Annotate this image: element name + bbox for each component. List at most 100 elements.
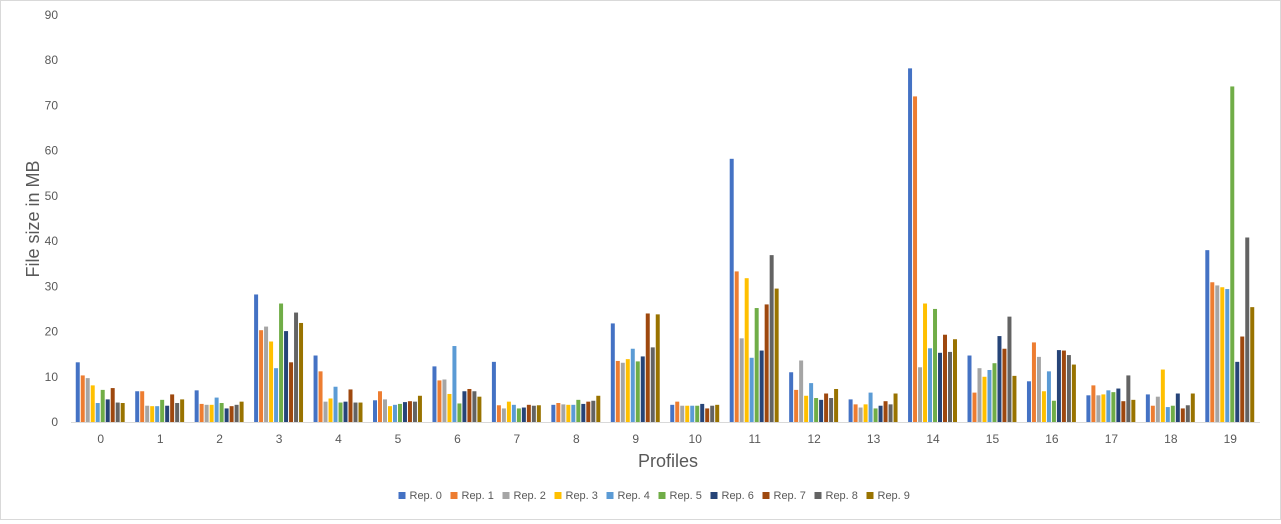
bar xyxy=(1007,316,1012,422)
bar xyxy=(729,158,734,422)
bar xyxy=(467,388,472,422)
bar xyxy=(284,331,289,422)
legend-swatch xyxy=(606,492,614,499)
bar xyxy=(294,312,299,422)
series-rep-2 xyxy=(85,285,1220,422)
bar xyxy=(407,401,412,422)
bar xyxy=(437,380,442,422)
bar xyxy=(630,348,635,422)
bar xyxy=(1170,405,1175,422)
bar xyxy=(774,288,779,422)
series-rep-7 xyxy=(110,304,1245,422)
legend: Rep. 0 Rep. 1 Rep. 2 Rep. 3 Rep. 4 Rep. 5 Rep.… xyxy=(398,490,910,502)
legend-swatch xyxy=(502,492,510,499)
bar xyxy=(477,396,482,422)
bar xyxy=(209,404,214,422)
bar xyxy=(1240,336,1245,422)
bar xyxy=(452,346,457,422)
bar xyxy=(328,398,333,422)
bar xyxy=(734,271,739,422)
bar xyxy=(1145,394,1150,422)
x-tick-label: 2 xyxy=(216,432,223,446)
bar xyxy=(972,392,977,422)
x-tick-label: 10 xyxy=(689,432,703,446)
bar xyxy=(1096,395,1101,422)
bar xyxy=(640,356,645,422)
bar xyxy=(289,362,294,422)
bar xyxy=(883,401,888,422)
bar xyxy=(531,405,536,422)
bar xyxy=(269,341,274,422)
y-axis-title: File size in MB xyxy=(23,160,43,277)
bar xyxy=(992,363,997,422)
bar xyxy=(715,404,720,422)
legend-swatch xyxy=(710,492,718,499)
bar xyxy=(754,308,759,422)
bar xyxy=(135,391,140,422)
bar xyxy=(1002,348,1007,422)
bar xyxy=(175,403,180,422)
legend-item: Rep. 1 xyxy=(450,490,494,502)
bar xyxy=(279,303,284,422)
bar xyxy=(491,361,496,422)
x-tick-label: 16 xyxy=(1045,432,1059,446)
bar xyxy=(739,338,744,422)
bar xyxy=(928,348,933,422)
bar xyxy=(145,405,150,422)
bar xyxy=(239,401,244,422)
bar xyxy=(417,395,422,422)
bar xyxy=(824,393,829,422)
bar xyxy=(472,391,477,422)
legend-swatch xyxy=(398,492,406,499)
bar xyxy=(804,395,809,422)
x-tick-label: 8 xyxy=(573,432,580,446)
x-tick-label: 6 xyxy=(454,432,461,446)
bar xyxy=(1056,350,1061,422)
bar xyxy=(110,388,115,422)
bar xyxy=(204,404,209,422)
legend-swatch xyxy=(450,492,458,499)
bar xyxy=(591,400,596,422)
bar xyxy=(343,401,348,422)
legend-label: Rep. 9 xyxy=(878,490,910,502)
bar xyxy=(680,405,685,422)
series-rep-0 xyxy=(75,68,1210,423)
legend-swatch xyxy=(554,492,562,499)
bar xyxy=(358,402,363,422)
bar xyxy=(511,404,516,422)
bar xyxy=(749,357,754,422)
y-tick-label: 80 xyxy=(45,53,59,67)
legend-label: Rep. 3 xyxy=(566,490,598,502)
x-tick-label: 11 xyxy=(748,432,761,446)
bar xyxy=(214,397,219,422)
bar xyxy=(1091,385,1096,422)
bar xyxy=(710,405,715,422)
y-tick-label: 40 xyxy=(45,234,59,248)
bar xyxy=(1012,375,1017,422)
bar xyxy=(1116,388,1121,422)
bar xyxy=(814,398,819,422)
legend-item: Rep. 4 xyxy=(606,490,650,502)
bar xyxy=(829,398,834,422)
legend-item: Rep. 2 xyxy=(502,490,546,502)
bar xyxy=(1150,405,1155,422)
bar-series-group xyxy=(75,68,1255,423)
bar xyxy=(506,401,511,422)
bar xyxy=(938,352,943,422)
x-tick-label: 14 xyxy=(926,432,940,446)
bar xyxy=(170,394,175,422)
legend-swatch xyxy=(814,492,822,499)
bar xyxy=(586,401,591,422)
bar xyxy=(789,372,794,422)
bar xyxy=(1235,361,1240,422)
bar xyxy=(432,366,437,422)
bar xyxy=(1180,408,1185,422)
bar xyxy=(650,347,655,422)
bar xyxy=(457,403,462,422)
bar xyxy=(526,404,531,422)
bar xyxy=(670,404,675,422)
bar xyxy=(933,308,938,422)
bar xyxy=(299,322,304,422)
bar xyxy=(943,334,947,422)
